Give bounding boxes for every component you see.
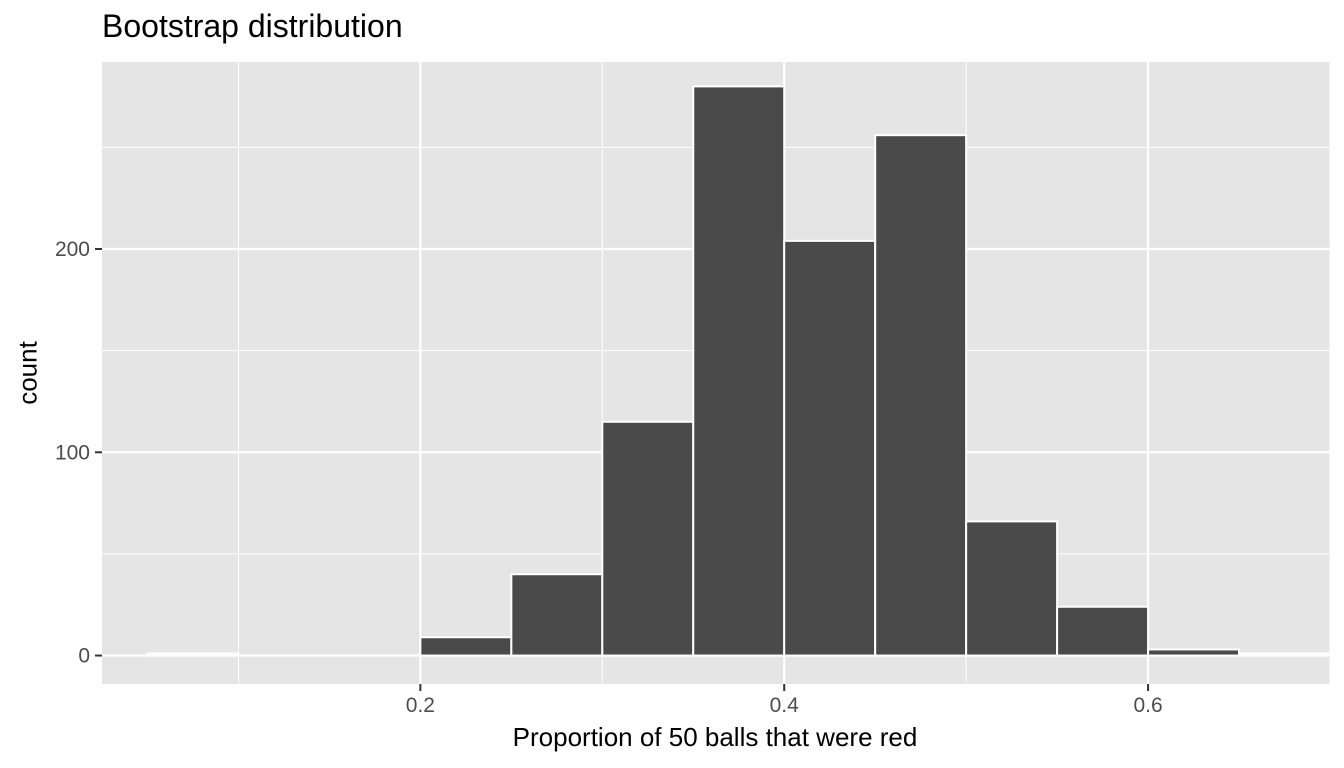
histogram-bar — [419, 636, 513, 657]
histogram-bar — [874, 134, 968, 657]
y-axis: 0 100 200 — [55, 238, 102, 668]
histogram-bar — [965, 520, 1059, 657]
x-tick-label: 0.4 — [770, 694, 800, 717]
histogram-bar — [601, 420, 695, 657]
chart-title: Bootstrap distribution — [102, 8, 403, 44]
histogram-bars — [146, 85, 1331, 657]
x-axis-label: Proportion of 50 balls that were red — [512, 722, 918, 752]
x-axis: 0.2 0.4 0.6 — [406, 684, 1163, 717]
y-tick-label: 0 — [78, 645, 90, 668]
x-tick-label: 0.6 — [1133, 694, 1162, 717]
y-tick-label: 100 — [55, 441, 90, 464]
histogram-bar — [510, 573, 604, 657]
histogram-bar — [146, 652, 240, 657]
histogram-bar — [1238, 652, 1331, 657]
histogram-bar — [1056, 605, 1150, 657]
histogram-bar — [1147, 648, 1241, 657]
y-tick-label: 200 — [55, 238, 90, 261]
histogram-bar — [692, 85, 786, 657]
histogram-bar — [783, 239, 877, 657]
x-tick-label: 0.2 — [406, 694, 435, 717]
